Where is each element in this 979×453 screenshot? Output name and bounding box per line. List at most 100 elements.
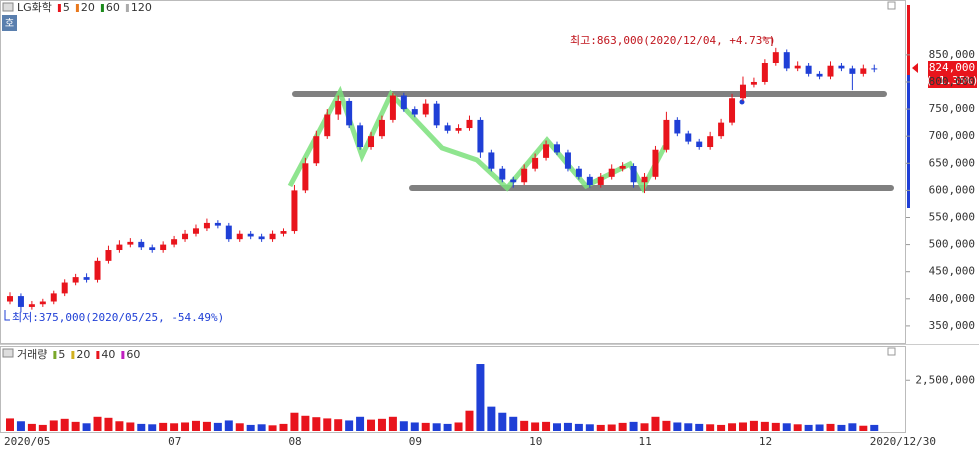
candle-body: [182, 233, 189, 240]
last-price-box: [928, 61, 977, 88]
x-tick-label: 2020/12/30: [870, 435, 936, 448]
candle-body: [324, 114, 331, 137]
candle-body: [521, 168, 528, 183]
candle-body: [444, 125, 451, 131]
y-tick-label: 400,000: [929, 292, 975, 305]
volume-bar: [323, 418, 332, 431]
volume-bar: [27, 423, 36, 431]
candle-body: [827, 65, 834, 77]
candle-body: [663, 119, 670, 150]
volume-bar: [279, 423, 288, 431]
chart-title: LG화학: [17, 1, 52, 14]
volume-bar: [695, 423, 704, 431]
volume-bar: [126, 422, 135, 431]
legend-swatch: [100, 4, 104, 12]
volume-bar: [706, 424, 715, 431]
candle-body: [302, 163, 309, 191]
candle-body: [575, 168, 582, 177]
last-price: 824,000: [929, 61, 975, 74]
candle-body: [258, 236, 265, 240]
volume-bar: [476, 364, 485, 431]
candle-body: [696, 141, 703, 148]
legend-swatch: [125, 4, 129, 12]
volume-bar: [421, 422, 430, 431]
candle-body: [378, 119, 385, 137]
candle-body: [389, 95, 396, 120]
candle-body: [532, 157, 539, 169]
volume-bar: [618, 422, 627, 431]
last-change: ( 1.35%): [926, 74, 979, 87]
candle-body: [608, 168, 615, 177]
candle-body: [116, 244, 123, 251]
volume-bar: [367, 419, 376, 431]
mode-button[interactable]: [2, 15, 17, 31]
candle-body: [160, 244, 167, 251]
candle-body: [149, 247, 156, 251]
volume-bar: [728, 423, 737, 431]
volume-bar: [585, 424, 594, 431]
candle-body: [127, 241, 134, 245]
legend-label: 60: [106, 1, 120, 14]
volume-bar: [345, 420, 354, 431]
candle-body: [433, 103, 440, 126]
y-tick-label: 600,000: [929, 183, 975, 196]
range-bar-up: [907, 5, 910, 75]
volume-bar: [498, 412, 507, 431]
candle-body: [871, 68, 878, 70]
legend-label: 5: [58, 348, 65, 361]
mode-button-label[interactable]: 호: [5, 18, 14, 30]
candle-body: [28, 304, 35, 307]
candle-body: [171, 239, 178, 245]
volume-bar: [213, 422, 222, 431]
candle-body: [203, 222, 210, 229]
candle-body: [422, 103, 429, 115]
volume-bar: [607, 424, 616, 431]
volume-bar: [651, 416, 660, 431]
candle-body: [313, 136, 320, 164]
signal-dot: [739, 99, 745, 105]
volume-bar: [334, 419, 343, 431]
candle-body: [674, 119, 681, 134]
low-pointer: [4, 310, 10, 321]
candle-body: [630, 165, 637, 183]
candle-body: [368, 136, 375, 148]
candle-body: [838, 65, 845, 69]
volume-bar: [563, 422, 572, 431]
candle-body: [586, 176, 593, 185]
legend-swatch: [53, 351, 57, 359]
volume-bar: [148, 424, 157, 431]
y-tick-label: 850,000: [929, 48, 975, 61]
volume-bar: [246, 424, 255, 431]
y-tick-label: 450,000: [929, 265, 975, 278]
candle-body: [543, 144, 550, 158]
volume-title: 거래량: [17, 348, 47, 361]
price-pane: [0, 0, 906, 344]
low-note: 최저:375,000(2020/05/25, -54.49%): [12, 311, 224, 324]
legend-label: 120: [131, 1, 152, 14]
y-tick-label: 750,000: [929, 102, 975, 115]
menu-icon[interactable]: [2, 348, 14, 358]
maximize-icon[interactable]: [887, 347, 896, 356]
menu-icon[interactable]: [2, 2, 14, 12]
candle-body: [83, 277, 90, 280]
y-tick-label: 700,000: [929, 129, 975, 142]
volume-bar: [38, 424, 47, 431]
maximize-icon[interactable]: [887, 1, 896, 10]
candle-body: [72, 277, 79, 283]
x-tick-label: 10: [529, 435, 542, 448]
volume-bar: [574, 423, 583, 431]
volume-bar: [443, 423, 452, 431]
candle-body: [17, 296, 24, 307]
volume-bar: [290, 412, 299, 431]
legend-swatch: [121, 351, 125, 359]
price-marker: [912, 63, 918, 73]
legend-swatch: [71, 351, 75, 359]
candle-body: [750, 81, 757, 85]
candle-body: [510, 179, 517, 183]
volume-bar: [115, 421, 124, 431]
volume-bar: [531, 422, 540, 431]
volume-bar: [159, 422, 168, 431]
candle-body: [7, 296, 13, 302]
volume-bar: [388, 416, 397, 431]
volume-bar: [301, 415, 310, 431]
